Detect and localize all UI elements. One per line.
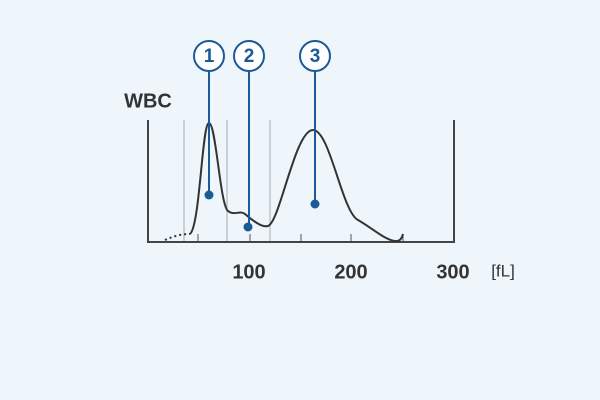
marker-label: 3	[310, 46, 321, 67]
x-label: 300	[436, 261, 469, 283]
x-label: 200	[334, 261, 367, 283]
marker-lines	[208, 71, 316, 227]
axis-frame	[147, 120, 455, 243]
marker-dots	[204, 190, 320, 232]
x-label: 100	[232, 261, 265, 283]
title: WBC	[124, 90, 172, 112]
marker-label: 2	[244, 46, 255, 67]
guide-lines	[183, 120, 271, 242]
marker-circles	[193, 40, 331, 72]
marker-label: 1	[204, 46, 215, 67]
unit-label: [fL]	[491, 261, 515, 280]
distribution-curve	[189, 121, 404, 243]
